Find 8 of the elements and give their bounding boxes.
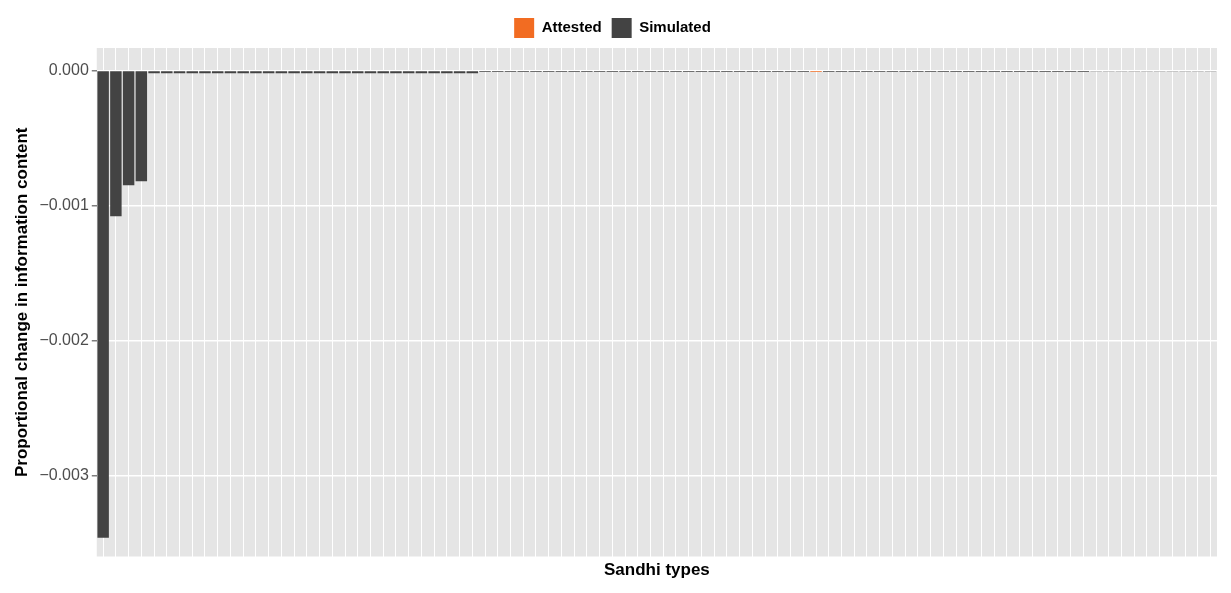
y-tick-label: −0.002 xyxy=(39,330,89,348)
legend-label: Simulated xyxy=(639,18,711,36)
x-axis-title: Sandhi types xyxy=(603,560,710,580)
y-tick-label: 0.000 xyxy=(48,60,89,78)
y-axis-title: Proportional change in information content xyxy=(11,127,31,478)
legend-label: Attested xyxy=(541,18,602,36)
y-tick-label: −0.001 xyxy=(39,195,89,213)
y-tick-label: −0.003 xyxy=(39,466,89,483)
